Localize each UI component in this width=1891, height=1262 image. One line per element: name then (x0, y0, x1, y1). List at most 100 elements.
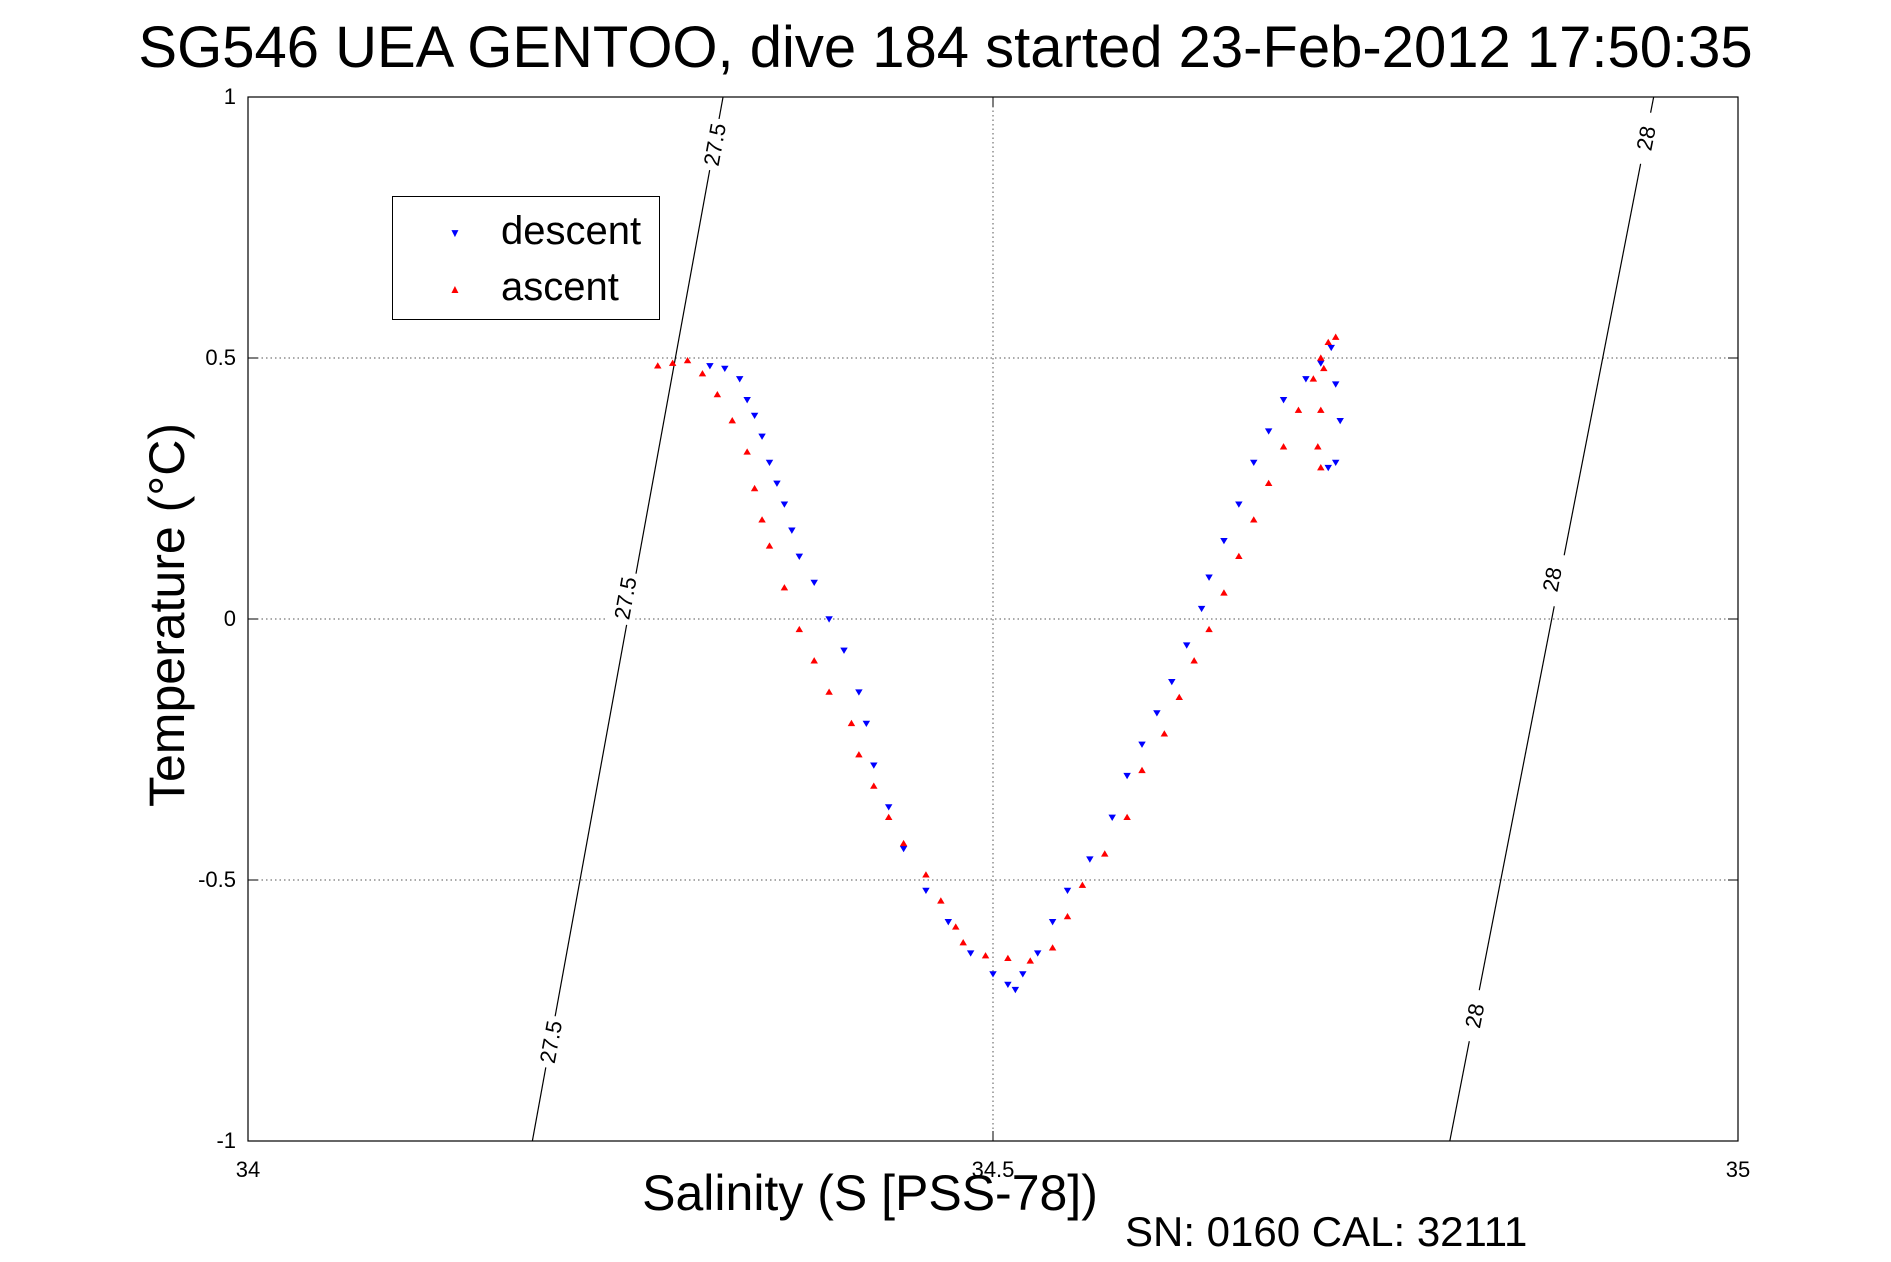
ascent-point (1309, 375, 1318, 382)
ascent-point (899, 839, 908, 847)
descent-point (735, 376, 744, 383)
descent-point (810, 579, 818, 587)
descent-point (758, 433, 766, 440)
ascent-point (1048, 944, 1057, 951)
descent-point (1011, 986, 1020, 994)
descent-point (1302, 376, 1310, 383)
descent-point (862, 720, 871, 727)
legend: ▼ descent ▲ ascent (392, 196, 660, 320)
x-axis-title: Salinity (S [PSS-78]) (642, 1165, 1098, 1221)
ascent-point (847, 719, 856, 727)
descent-point (1063, 887, 1072, 895)
y-tick-label: -1 (216, 1128, 236, 1153)
ascent-point (952, 923, 960, 930)
isopycnal-label-28: 28 (1631, 124, 1660, 153)
ascent-point (1279, 443, 1288, 450)
descent-point (966, 950, 975, 957)
descent-point (788, 527, 796, 534)
ascent-point (1220, 589, 1228, 596)
ascent-point (1250, 516, 1258, 523)
y-tick-label: 0 (224, 606, 236, 631)
ascent-point (825, 688, 833, 695)
descent-point (1324, 464, 1332, 472)
descent-point (1086, 856, 1094, 863)
descent-point (855, 689, 863, 696)
descent-point (1264, 428, 1273, 435)
x-tick-label: 34 (236, 1157, 260, 1182)
descent-point (825, 616, 833, 623)
descent-point (750, 412, 759, 420)
descent-point (944, 919, 953, 926)
axis-ticks: 34 34.5 35 -1 -0.5 0 0.5 1 (198, 84, 1750, 1182)
legend-label-ascent: ascent (501, 265, 619, 309)
legend-entry-descent: ▼ descent (393, 203, 659, 259)
ascent-point (1294, 406, 1303, 413)
ascent-point (1004, 954, 1012, 961)
descent-point (780, 501, 789, 508)
ascent-point (743, 448, 751, 455)
isopycnal-label-bg (1626, 110, 1665, 167)
ascent-point (922, 871, 930, 878)
isopycnal-label-bg (1455, 987, 1493, 1044)
descent-point (765, 459, 774, 466)
descent-point (840, 647, 848, 654)
ascent-point (683, 357, 692, 364)
ascent-point (1063, 912, 1072, 920)
ascent-point (1317, 464, 1325, 471)
ascent-series (654, 333, 1340, 964)
descent-point (1138, 741, 1146, 748)
y-tick-label: 0.5 (205, 345, 236, 370)
descent-point (1336, 417, 1344, 425)
ascent-point (1101, 850, 1109, 857)
ascent-point (1078, 881, 1087, 888)
y-tick-label: -0.5 (198, 867, 236, 892)
descent-point (1317, 360, 1325, 367)
x-tick-label: 35 (1726, 1157, 1750, 1182)
descent-point (1108, 814, 1116, 821)
legend-marker-ascent: ▲ (449, 282, 461, 296)
isopycnal-label-28: 28 (1460, 1001, 1489, 1030)
ascent-point (668, 359, 677, 366)
descent-point (773, 480, 781, 487)
descent-point (1331, 381, 1340, 388)
descent-point (1279, 397, 1288, 404)
descent-point (743, 397, 751, 404)
ascent-point (1026, 957, 1034, 964)
isopycnal-label-bg (532, 1013, 569, 1070)
ascent-point (1317, 406, 1325, 413)
descent-point (1182, 642, 1191, 649)
descent-series (706, 344, 1344, 994)
descent-point (1019, 971, 1027, 978)
legend-label-descent: descent (501, 209, 642, 253)
descent-point (1235, 501, 1243, 508)
ascent-point (981, 952, 990, 959)
ascent-point (1331, 333, 1340, 340)
isopycnal-label-bg (1533, 551, 1571, 608)
grid (248, 97, 1738, 1141)
ascent-point (780, 584, 789, 591)
descent-point (1331, 459, 1340, 466)
descent-point (721, 365, 729, 373)
ascent-point (1314, 443, 1322, 450)
descent-point (870, 762, 878, 769)
ascent-point (1160, 730, 1169, 737)
ascent-point (937, 897, 945, 904)
ascent-point (750, 484, 759, 492)
isopycnal-label-bg (606, 570, 644, 627)
descent-point (1220, 538, 1228, 545)
ascent-point (698, 370, 707, 377)
ascent-point (1175, 693, 1183, 700)
descent-point (1153, 710, 1161, 717)
descent-point (1205, 574, 1213, 581)
ascent-point (855, 751, 863, 758)
isopycnal-line-28 (1449, 96, 1655, 1142)
ascent-point (884, 813, 893, 821)
ascent-point (959, 939, 967, 946)
descent-point (1168, 678, 1176, 686)
ascent-point (1324, 338, 1332, 346)
ascent-point (758, 516, 766, 523)
descent-point (884, 804, 893, 811)
ascent-point (765, 542, 774, 549)
ascent-point (1138, 766, 1146, 774)
